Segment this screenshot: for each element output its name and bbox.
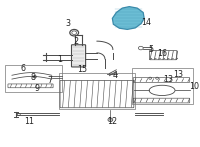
Text: 13: 13 bbox=[173, 70, 183, 80]
Text: 12: 12 bbox=[107, 117, 117, 126]
Text: 9: 9 bbox=[34, 84, 39, 93]
Text: 7: 7 bbox=[47, 76, 52, 85]
Polygon shape bbox=[112, 7, 144, 29]
FancyBboxPatch shape bbox=[71, 45, 86, 67]
Text: 16: 16 bbox=[157, 49, 167, 58]
Text: 14: 14 bbox=[141, 18, 151, 27]
Circle shape bbox=[109, 119, 111, 121]
Circle shape bbox=[34, 76, 36, 77]
Text: 1: 1 bbox=[57, 55, 62, 64]
Text: 4: 4 bbox=[113, 71, 118, 80]
Text: 5: 5 bbox=[149, 45, 154, 55]
Text: 15: 15 bbox=[77, 65, 88, 74]
Text: 10: 10 bbox=[189, 82, 199, 91]
Text: 3: 3 bbox=[65, 19, 70, 28]
Text: 11: 11 bbox=[24, 117, 34, 126]
Text: 6: 6 bbox=[20, 64, 25, 73]
Text: 2: 2 bbox=[73, 37, 78, 46]
Text: 8: 8 bbox=[30, 73, 35, 82]
Text: 13: 13 bbox=[163, 75, 173, 84]
